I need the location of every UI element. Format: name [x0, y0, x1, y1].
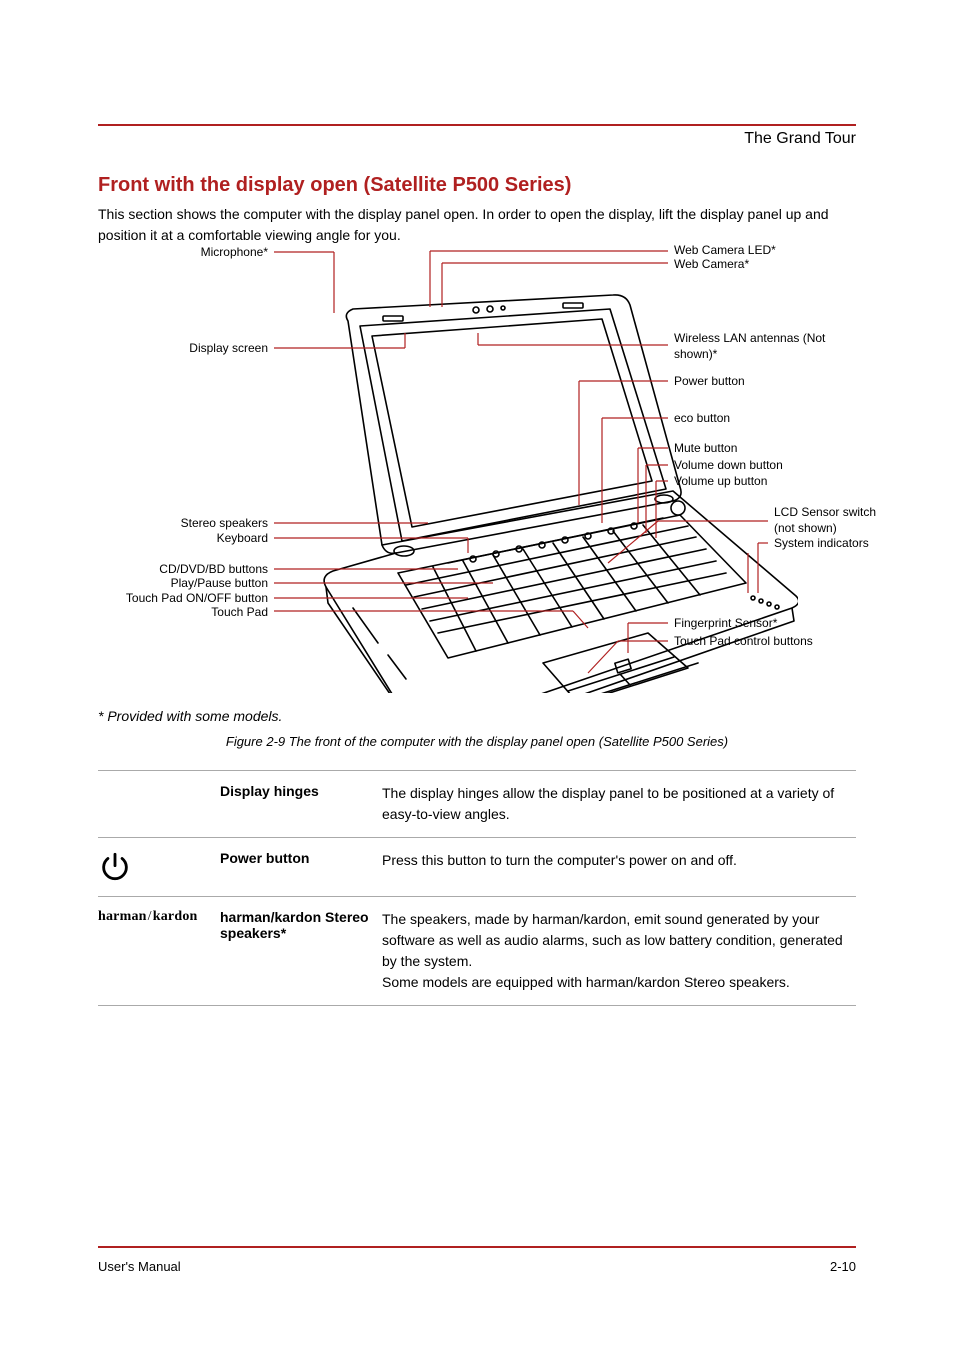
- label-vol-down: Volume down button: [674, 458, 854, 474]
- label-keyboard: Keyboard: [98, 531, 268, 547]
- label-fingerprint: Fingerprint Sensor*: [674, 616, 854, 632]
- diagram-note: * Provided with some models.: [98, 706, 282, 727]
- section-title: Front with the display open (Satellite P…: [98, 174, 571, 197]
- label-vol-up: Volume up button: [674, 474, 854, 490]
- desc-term-hinges: Display hinges: [220, 783, 370, 799]
- label-display-screen: Display screen: [98, 341, 268, 357]
- label-stereo-speakers: Stereo speakers: [98, 516, 268, 532]
- footer-rule: [98, 1246, 856, 1248]
- header-title: The Grand Tour: [98, 130, 856, 148]
- description-table: Display hinges The display hinges allow …: [98, 770, 856, 1006]
- label-webcam: Web Camera*: [674, 257, 854, 273]
- label-wlan-antennas: Wireless LAN antennas (Not shown)*: [674, 331, 854, 362]
- footer-left: User's Manual: [98, 1259, 181, 1274]
- label-play-pause: Play/Pause button: [98, 576, 268, 592]
- desc-term-power: Power button: [220, 850, 370, 866]
- harman-kardon-logo: harman/kardon: [98, 909, 208, 925]
- desc-row-speakers: harman/kardon harman/kardon Stereo speak…: [98, 897, 856, 1006]
- power-icon: [98, 850, 208, 884]
- document-page: The Grand Tour Front with the display op…: [0, 0, 954, 1352]
- label-touchpad-buttons: Touch Pad control buttons: [674, 634, 854, 650]
- label-touchpad: Touch Pad: [98, 605, 268, 621]
- desc-term-speakers: harman/kardon Stereo speakers*: [220, 909, 370, 941]
- footer-right: 2-10: [830, 1259, 856, 1274]
- label-system-indicators: System indicators: [774, 536, 894, 552]
- desc-body-hinges: The display hinges allow the display pan…: [382, 783, 856, 825]
- desc-row-power: Power button Press this button to turn t…: [98, 838, 856, 897]
- diagram-container: Microphone* Display screen Stereo speake…: [98, 233, 856, 703]
- label-eco-button: eco button: [674, 411, 854, 427]
- label-mute-button: Mute button: [674, 441, 854, 457]
- desc-body-power: Press this button to turn the computer's…: [382, 850, 856, 871]
- desc-row-hinges: Display hinges The display hinges allow …: [98, 771, 856, 838]
- figure-caption: Figure 2-9 The front of the computer wit…: [98, 734, 856, 749]
- desc-body-speakers: The speakers, made by harman/kardon, emi…: [382, 909, 856, 993]
- label-microphone: Microphone*: [98, 245, 268, 261]
- label-lcd-sensor: LCD Sensor switch (not shown): [774, 505, 894, 536]
- label-power-button: Power button: [674, 374, 854, 390]
- page-header: The Grand Tour: [98, 124, 856, 148]
- power-glyph-icon: [98, 850, 132, 884]
